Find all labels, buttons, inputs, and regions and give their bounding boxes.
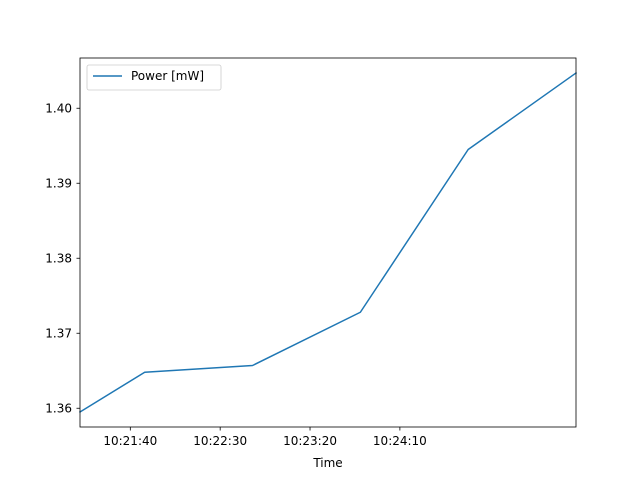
x-axis-label: Time (312, 456, 342, 470)
legend-box (86, 64, 222, 91)
y-tick-label: 1.40 (45, 101, 72, 115)
axis-layer: 10:21:40 10:22:30 10:23:20 10:24:10 1.36 1.37… (45, 57, 577, 448)
y-tick-label: 1.39 (45, 176, 72, 190)
x-tick-label: 10:24:10 (373, 434, 427, 448)
plot-area (80, 58, 576, 427)
series-line-power (78, 71, 578, 414)
x-tick-label: 10:21:40 (103, 434, 157, 448)
legend-label: Power [mW] (131, 69, 204, 83)
y-tick-label: 1.37 (45, 326, 72, 340)
series-layer (78, 71, 578, 414)
plot-frame (79, 57, 577, 428)
x-tick-label: 10:22:30 (193, 434, 247, 448)
x-tick-label: 10:23:20 (283, 434, 337, 448)
y-tick-label: 1.36 (45, 401, 72, 415)
legend: Power [mW] (86, 64, 222, 91)
y-tick-label: 1.38 (45, 251, 72, 265)
